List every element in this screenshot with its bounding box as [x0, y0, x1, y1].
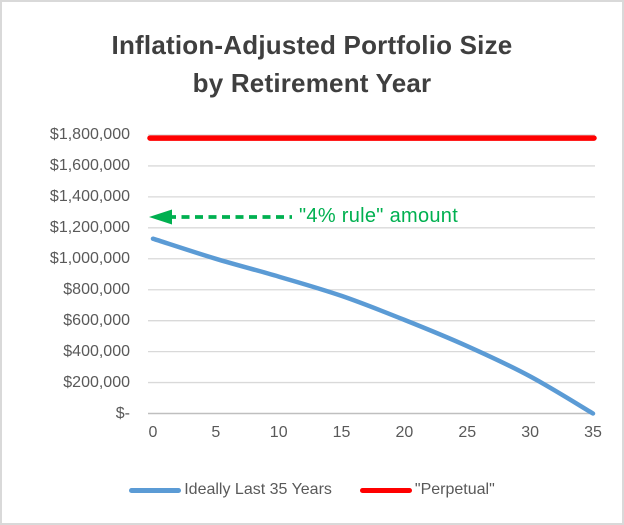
- legend-label-perpetual: "Perpetual": [414, 481, 495, 498]
- annotation-4-percent-rule: "4% rule" amount: [299, 205, 459, 227]
- legend-line-sample-blue: [129, 487, 182, 493]
- legend-item-ideally-last-35-years: Ideally Last 35 Years: [129, 481, 332, 499]
- x-tick-label: 0: [148, 424, 158, 441]
- y-tick-label: $400,000: [63, 342, 130, 360]
- y-tick-label: $1,000,000: [49, 249, 130, 267]
- y-tick-label: $600,000: [63, 311, 130, 329]
- x-tick-label: 5: [211, 424, 221, 441]
- x-tick-label: 35: [584, 424, 602, 441]
- chart-title: Inflation-Adjusted Portfolio Size by Ret…: [2, 26, 622, 102]
- y-tick-label: $200,000: [63, 373, 130, 391]
- x-tick-label: 15: [332, 424, 351, 441]
- y-tick-label: $800,000: [63, 280, 130, 298]
- x-tick-label: 25: [458, 424, 477, 441]
- legend-label-ideally: Ideally Last 35 Years: [184, 481, 332, 498]
- y-tick-label: $1,600,000: [49, 156, 130, 174]
- x-tick-label: 30: [521, 424, 540, 441]
- x-tick-label: 10: [269, 424, 288, 441]
- x-tick-label: 20: [395, 424, 414, 441]
- series-line-ideally-last-35-years: [150, 236, 596, 416]
- annotation-arrow-head: [149, 209, 172, 225]
- chart-title-line2: by Retirement Year: [192, 68, 432, 98]
- legend: Ideally Last 35 Years "Perpetual": [2, 481, 622, 499]
- y-tick-label: $-: [115, 404, 130, 422]
- y-tick-label: $1,200,000: [49, 218, 130, 236]
- y-tick-label: $1,800,000: [49, 126, 130, 143]
- y-tick-label: $1,400,000: [49, 187, 130, 205]
- legend-item-perpetual: "Perpetual": [359, 481, 495, 499]
- legend-line-sample-red: [359, 487, 412, 493]
- chart-title-line1: Inflation-Adjusted Portfolio Size: [111, 30, 513, 60]
